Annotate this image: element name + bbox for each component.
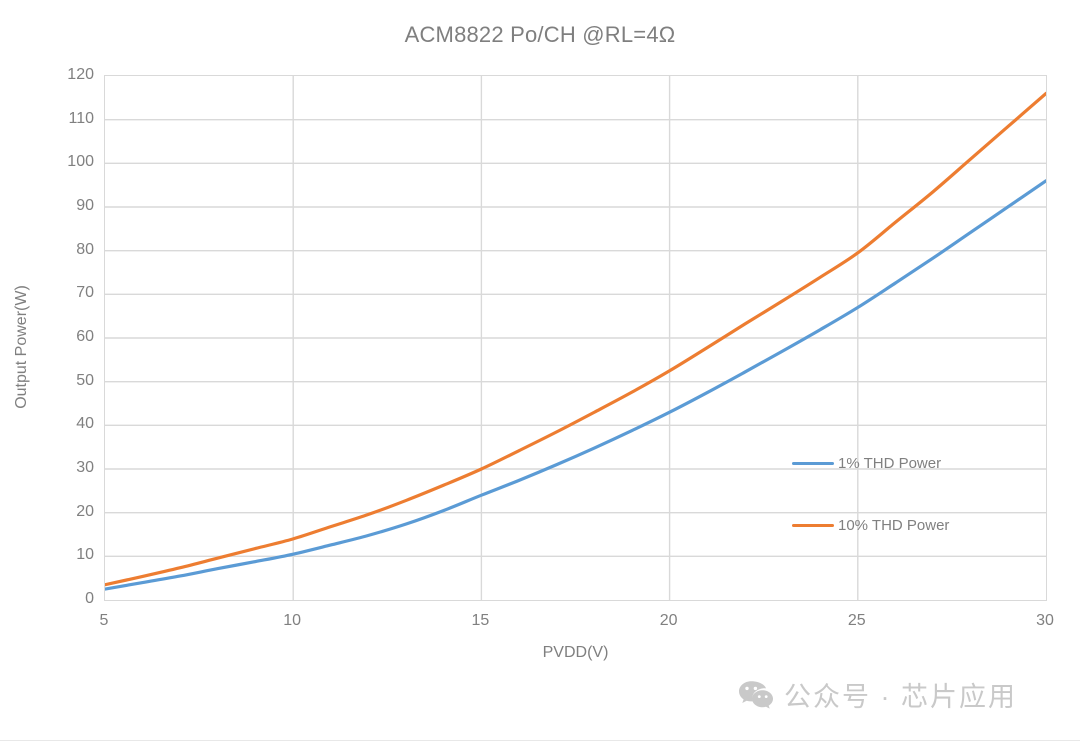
legend-swatch-1-thd (792, 461, 834, 465)
watermark: 公众号 · 芯片应用 (738, 675, 1017, 714)
x-axis-title: PVDD(V) (542, 644, 609, 661)
y-tick-0: 0 (85, 590, 94, 607)
y-tick-110: 110 (68, 109, 94, 127)
horizontal-gridlines (105, 118, 1046, 558)
y-tick-60: 60 (76, 328, 94, 345)
plot-area (104, 75, 1047, 601)
vertical-gridlines (292, 76, 859, 600)
y-tick-10: 10 (76, 546, 94, 564)
y-tick-30: 30 (76, 459, 94, 476)
legend-item-10-thd: 10% THD Power (792, 515, 949, 535)
y-tick-40: 40 (76, 415, 94, 433)
legend-swatch-10-thd (792, 523, 834, 527)
x-tick-30: 30 (1036, 612, 1054, 629)
y-tick-100: 100 (67, 153, 94, 171)
series-line-1 (105, 179, 1046, 591)
plot-svg (105, 76, 1046, 600)
x-tick-20: 20 (659, 612, 678, 629)
y-tick-50: 50 (76, 371, 94, 389)
legend-label-10-thd: 10% THD Power (838, 516, 950, 534)
x-tick-5: 5 (99, 612, 109, 629)
watermark-text: 公众号 · 芯片应用 (784, 682, 1017, 712)
series-line-2 (105, 91, 1046, 587)
x-tick-10: 10 (283, 612, 302, 629)
chart-legend: 1% THD Power 10% THD Power (792, 448, 1027, 543)
y-tick-80: 80 (76, 240, 94, 258)
y-tick-90: 90 (76, 197, 94, 214)
chart-title: ACM8822 Po/CH @RL=4Ω (404, 22, 676, 47)
wechat-icon (738, 680, 774, 710)
legend-item-1-thd: 1% THD Power (792, 453, 941, 473)
y-tick-70: 70 (76, 284, 94, 302)
x-tick-15: 15 (471, 612, 490, 629)
x-tick-25: 25 (847, 612, 866, 629)
legend-label-1-thd: 1% THD Power (838, 454, 942, 472)
y-tick-20: 20 (76, 502, 94, 520)
y-tick-120: 120 (67, 66, 94, 83)
series-lines (105, 91, 1046, 591)
